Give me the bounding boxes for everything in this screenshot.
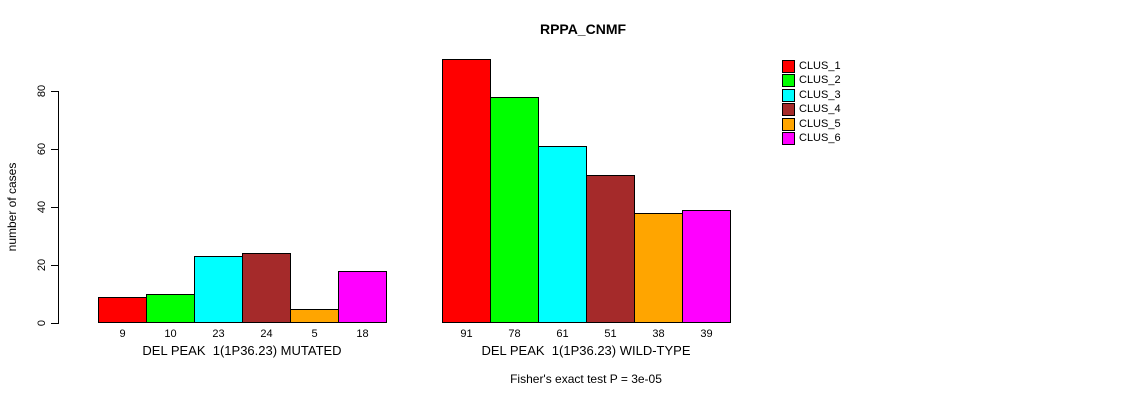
y-tick-mark — [51, 91, 59, 92]
y-tick-label: 40 — [36, 200, 48, 214]
y-tick-label: 80 — [36, 84, 48, 98]
bar-value-label: 24 — [260, 328, 273, 340]
bar-clus_4 — [242, 253, 291, 323]
legend-label: CLUS_1 — [799, 60, 841, 72]
bar-value-label: 5 — [311, 328, 318, 340]
bar-clus_1 — [442, 59, 491, 323]
legend-item-clus_3: CLUS_3 — [782, 88, 841, 102]
y-tick-mark — [51, 323, 59, 324]
bar-clus_6 — [682, 209, 731, 323]
bar-clus_4 — [586, 175, 635, 323]
y-axis-label: number of cases — [5, 162, 19, 252]
bar-value-label: 61 — [556, 328, 569, 340]
bar-clus_1 — [98, 296, 147, 323]
legend-swatch-clus_2 — [782, 74, 795, 88]
legend-item-clus_1: CLUS_1 — [782, 60, 841, 73]
bar-clus_3 — [194, 256, 243, 323]
y-tick-label: 20 — [36, 258, 48, 272]
bar-value-label: 51 — [604, 328, 617, 340]
bar-value-label: 18 — [356, 328, 369, 340]
bar-value-label: 38 — [652, 328, 665, 340]
legend-label: CLUS_4 — [799, 103, 841, 116]
legend-item-clus_5: CLUS_5 — [782, 117, 841, 131]
bar-value-label: 78 — [508, 328, 521, 340]
y-tick-label: 0 — [36, 319, 48, 327]
bar-value-label: 9 — [119, 328, 126, 340]
annotation-fishers-test: Fisher's exact test P = 3e-05 — [510, 372, 662, 386]
legend-swatch-clus_6 — [782, 131, 795, 145]
y-tick-mark — [51, 207, 59, 208]
legend-item-clus_2: CLUS_2 — [782, 74, 841, 88]
legend-label: CLUS_3 — [799, 88, 841, 101]
legend-label: CLUS_5 — [799, 117, 841, 130]
bar-clus_2 — [490, 96, 539, 323]
chart-legend: CLUS_1 CLUS_2 CLUS_3 CLUS_4 CLUS_5 CLUS_6 — [782, 60, 841, 145]
bar-clus_5 — [634, 212, 683, 323]
legend-swatch-clus_3 — [782, 88, 795, 102]
bar-clus_6 — [338, 270, 387, 323]
y-tick-mark — [51, 149, 59, 150]
legend-item-clus_4: CLUS_4 — [782, 103, 841, 117]
bar-clus_3 — [538, 146, 587, 323]
group-label-wild-type: DEL PEAK 1(1P36.23) WILD-TYPE — [481, 343, 691, 358]
bar-value-label: 10 — [164, 328, 177, 340]
bar-clus_5 — [290, 308, 339, 323]
chart-title: RPPA_CNMF — [539, 21, 627, 37]
legend-swatch-clus_5 — [782, 117, 795, 131]
bar-value-label: 39 — [700, 328, 713, 340]
legend-label: CLUS_6 — [799, 131, 841, 144]
group-label-mutated: DEL PEAK 1(1P36.23) MUTATED — [142, 343, 342, 358]
bar-value-label: 23 — [212, 328, 225, 340]
y-tick-mark — [51, 265, 59, 266]
bar-clus_2 — [146, 294, 195, 323]
legend-swatch-clus_1 — [782, 60, 795, 73]
legend-item-clus_6: CLUS_6 — [782, 131, 841, 145]
legend-label: CLUS_2 — [799, 74, 841, 87]
y-tick-label: 60 — [36, 142, 48, 156]
legend-swatch-clus_4 — [782, 103, 795, 117]
bar-value-label: 91 — [460, 328, 473, 340]
